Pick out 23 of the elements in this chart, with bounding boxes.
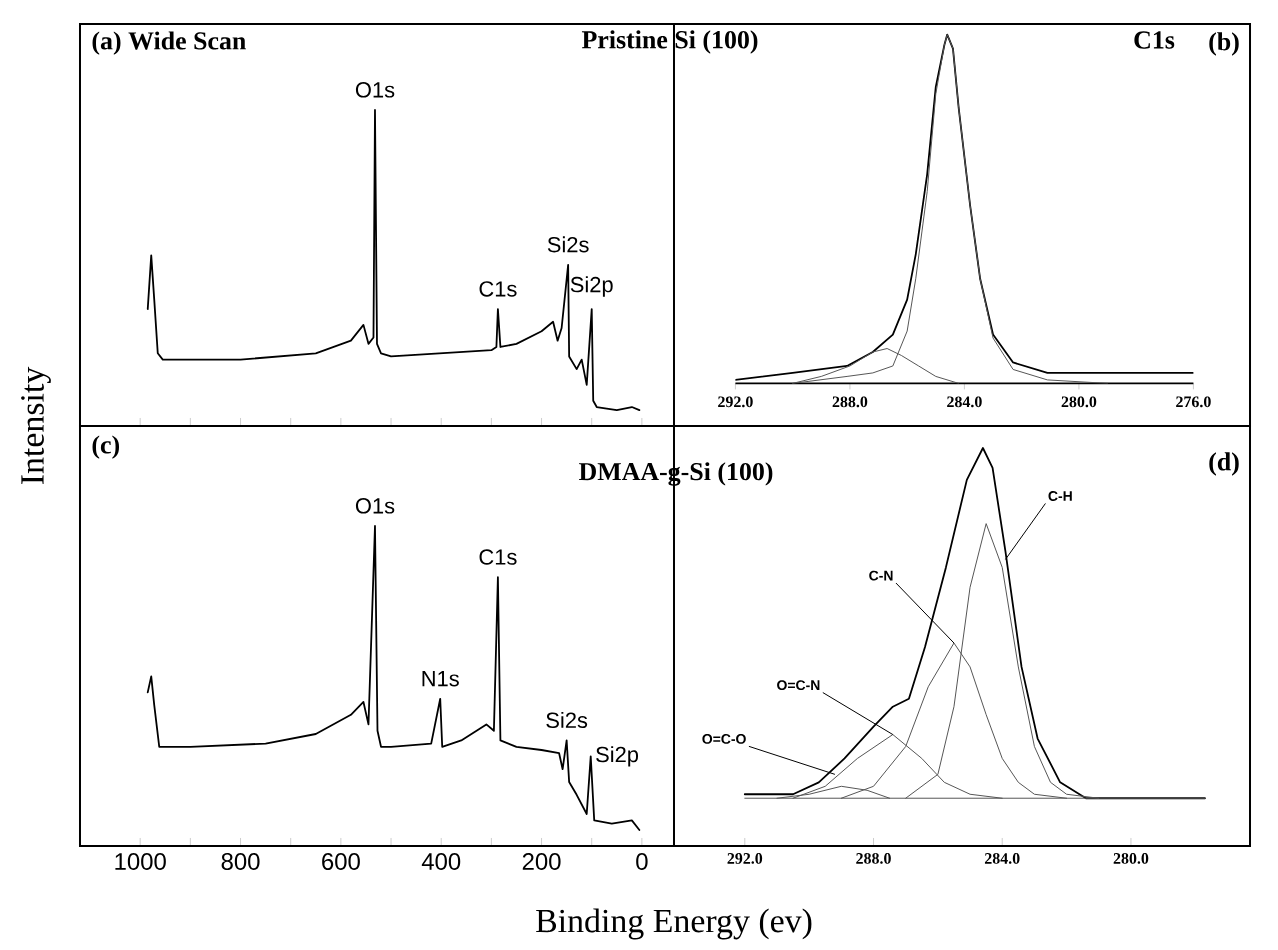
annotation: Si2p <box>570 276 613 297</box>
x-tick-label: 0 <box>636 853 648 870</box>
chart-title: (c) <box>92 435 120 459</box>
annotation: Si2s <box>546 711 588 728</box>
annotation: O1s <box>355 82 395 98</box>
x-tick-label: 1000 <box>115 853 166 870</box>
annotation: Si2s <box>547 236 589 253</box>
chart-title: (a) Wide Scan <box>92 31 246 55</box>
annotation: C1s <box>479 281 517 297</box>
x-axis-title: Binding Energy (ev) <box>536 908 812 940</box>
annotation: C1s <box>479 549 517 565</box>
annotation: Si2p <box>596 746 639 767</box>
x-tick-label: 400 <box>421 853 461 870</box>
chart-title: (d) <box>1209 452 1239 476</box>
annotation: N1s <box>422 671 459 687</box>
annotation: O1s <box>355 498 395 514</box>
x-tick-label: 200 <box>522 853 561 870</box>
chart-title: (b) <box>1209 32 1239 56</box>
chart-subtitle: C1s <box>1134 31 1175 49</box>
x-tick-label: 800 <box>221 853 260 870</box>
y-axis-title: Intensity <box>21 366 51 485</box>
x-tick-label: 600 <box>322 853 360 870</box>
chart-subtitle: Pristine Si (100) <box>581 30 758 54</box>
